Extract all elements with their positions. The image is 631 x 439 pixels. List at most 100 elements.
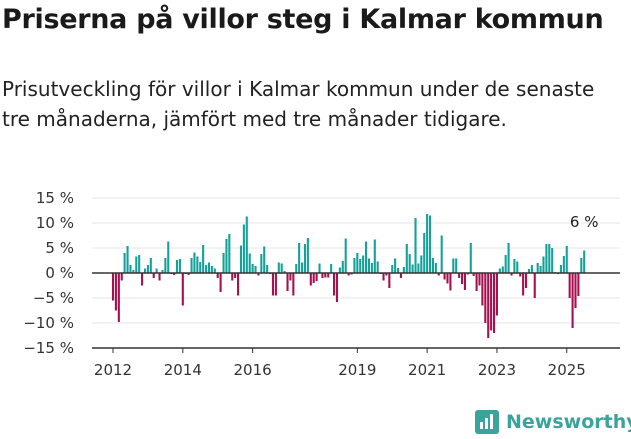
bar (536, 263, 539, 273)
bar (205, 265, 208, 273)
bar (167, 241, 170, 273)
bar (149, 258, 152, 273)
bar (501, 266, 504, 273)
bar (248, 253, 251, 273)
bar (490, 273, 493, 331)
bar (187, 273, 190, 275)
bar (405, 244, 408, 273)
y-tick-label: 15 % (36, 189, 74, 207)
bar (487, 273, 490, 338)
bar (129, 265, 132, 273)
y-axis-labels: 15 % 10 % 5 % 0 % −5 % −10 % −15 % (23, 189, 74, 357)
bar (583, 250, 586, 273)
bar (399, 273, 403, 278)
bar (222, 253, 225, 273)
bar (469, 243, 472, 273)
bar (344, 238, 347, 273)
bar (196, 256, 199, 273)
bar (242, 224, 245, 273)
bar (533, 273, 536, 298)
bar-chart: 15 %10 %5 %0 %−5 %−10 %−15 % 2012 2014 201… (23, 189, 620, 379)
bar (190, 258, 193, 273)
y-tick-label: 10 % (36, 214, 74, 232)
bar (335, 273, 339, 302)
bar (414, 218, 417, 273)
bar (568, 273, 571, 298)
bar (411, 264, 414, 273)
bar (123, 253, 126, 273)
y-tick-label: −10 % (23, 314, 74, 332)
bar (178, 259, 181, 273)
bars (111, 214, 586, 338)
bar (164, 258, 167, 273)
brand-logo[interactable]: Newsworthy (474, 408, 631, 436)
bar (257, 273, 260, 276)
y-tick-label: −5 % (33, 289, 74, 307)
x-tick-label: 2023 (478, 361, 516, 379)
bar (155, 268, 158, 273)
bar (312, 273, 315, 283)
bar (481, 273, 484, 306)
bar (254, 266, 257, 273)
bar (382, 273, 385, 281)
bar (460, 273, 464, 284)
bar (225, 239, 228, 273)
bar (562, 256, 565, 273)
bar (359, 259, 362, 273)
bar (539, 266, 542, 273)
bar (126, 246, 129, 273)
bar (353, 258, 356, 273)
bar (274, 273, 277, 296)
bar (114, 273, 117, 311)
bar (455, 258, 458, 273)
bar (231, 273, 234, 281)
bar (426, 214, 429, 273)
x-axis: 2012 2014 2016 2019 2021 2023 2025 (92, 272, 620, 379)
bar (251, 264, 254, 273)
bar (385, 273, 388, 276)
bar (475, 273, 478, 291)
bar (571, 273, 574, 328)
bar (356, 253, 359, 273)
bar (161, 270, 164, 273)
bar (333, 273, 336, 296)
bar (431, 258, 435, 273)
bar (193, 252, 196, 273)
x-tick-label: 2025 (548, 361, 586, 379)
bar (111, 273, 115, 301)
bar (234, 273, 237, 278)
bar (350, 273, 353, 275)
bar (423, 233, 426, 273)
bar (138, 255, 141, 273)
bar (306, 238, 309, 273)
bar (530, 265, 533, 273)
x-tick-label: 2014 (164, 361, 202, 379)
bar (446, 273, 449, 284)
bar (458, 273, 461, 278)
bar (510, 273, 513, 276)
bar (245, 216, 248, 273)
bar (117, 273, 120, 322)
bar (135, 256, 138, 273)
bar (495, 273, 498, 316)
x-tick-label: 2012 (94, 361, 132, 379)
bar (370, 263, 373, 273)
bar (524, 273, 528, 288)
bar (498, 268, 501, 273)
bar (577, 273, 580, 296)
bar (143, 268, 147, 273)
bar (428, 215, 432, 273)
x-tick-label: 2021 (408, 361, 446, 379)
bar (365, 241, 368, 273)
bar (219, 273, 222, 292)
bar (228, 234, 231, 273)
bar (321, 273, 324, 278)
bar (210, 266, 213, 273)
bar (388, 273, 391, 288)
bar (202, 245, 205, 273)
bar (207, 262, 211, 273)
bar (443, 273, 446, 280)
y-tick-label: 0 % (45, 264, 74, 282)
newsworthy-logo-icon (475, 410, 499, 434)
bar (152, 273, 155, 278)
